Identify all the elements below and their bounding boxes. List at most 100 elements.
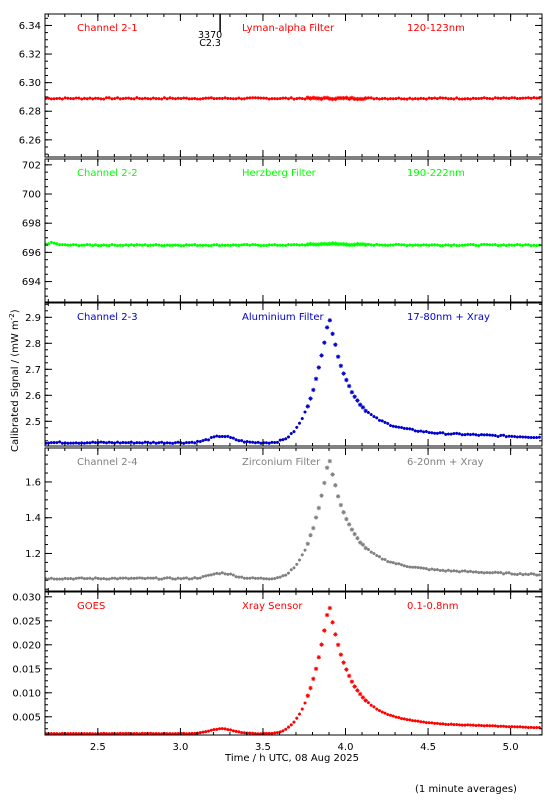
data-point: [372, 705, 376, 709]
data-point: [360, 96, 366, 102]
data-point: [375, 416, 379, 420]
data-point: [391, 424, 395, 428]
data-point: [187, 243, 191, 247]
data-point: [346, 383, 352, 389]
data-point: [413, 429, 417, 433]
data-point: [383, 96, 387, 100]
data-point: [146, 576, 150, 580]
data-point: [322, 628, 327, 633]
data-point: [91, 577, 95, 581]
data-point: [179, 731, 183, 735]
data-point: [259, 244, 263, 248]
data-point: [327, 605, 333, 611]
data-point: [535, 573, 539, 577]
data-point: [124, 441, 128, 445]
data-point: [215, 434, 219, 438]
data-point: [47, 441, 51, 445]
data-point: [45, 577, 48, 581]
data-point: [424, 429, 428, 433]
data-point: [107, 440, 111, 444]
data-point: [190, 577, 194, 581]
data-point: [154, 243, 158, 247]
data-point: [209, 573, 213, 577]
data-point: [93, 732, 97, 735]
data-point: [82, 732, 86, 735]
data-point: [515, 725, 519, 729]
data-point: [209, 244, 213, 248]
panel-channel-label: Channel 2-1: [77, 23, 138, 34]
data-point: [468, 723, 472, 727]
data-point: [319, 493, 324, 498]
data-point: [140, 731, 144, 735]
data-point: [405, 97, 409, 101]
x-tick-label: 2.5: [90, 742, 106, 753]
data-point: [513, 243, 517, 247]
data-point: [341, 95, 346, 101]
data-point: [286, 435, 290, 439]
data-point: [165, 576, 169, 580]
data-point: [430, 721, 434, 725]
data-point: [284, 96, 288, 100]
y-tick-label: 0.030: [12, 592, 41, 603]
data-point: [496, 724, 500, 728]
data-point: [204, 730, 208, 734]
data-point: [349, 242, 355, 248]
data-point: [146, 440, 150, 444]
data-point: [513, 435, 517, 439]
data-point: [218, 96, 222, 100]
data-point: [532, 572, 536, 576]
data-point: [99, 243, 103, 247]
data-point: [165, 97, 169, 101]
data-point: [335, 642, 341, 648]
data-point: [149, 576, 153, 580]
series-5: [45, 605, 541, 735]
data-point: [165, 441, 169, 445]
data-point: [234, 97, 238, 101]
data-point: [60, 97, 64, 101]
data-point: [160, 97, 164, 101]
data-point: [229, 243, 233, 247]
data-point: [496, 96, 500, 100]
data-point: [452, 243, 456, 247]
data-point: [262, 731, 266, 735]
data-point: [60, 731, 64, 735]
data-point: [338, 241, 344, 247]
data-point: [468, 433, 472, 437]
data-point: [433, 243, 437, 247]
data-point: [496, 571, 500, 575]
data-point: [121, 576, 125, 580]
data-point: [173, 97, 177, 101]
panels-group: 6.26 6.28 6.30 6.32 6.34 Channel 2-1 Lyman-alp…: [12, 13, 543, 736]
data-point: [242, 576, 246, 580]
data-point: [292, 720, 296, 724]
data-point: [491, 433, 495, 437]
data-point: [455, 243, 459, 247]
data-point: [201, 574, 205, 579]
data-point: [116, 732, 120, 735]
data-point: [127, 243, 131, 247]
data-point: [124, 731, 128, 735]
data-point: [341, 660, 346, 665]
data-point: [322, 95, 327, 101]
data-point: [245, 576, 249, 580]
data-point: [327, 318, 333, 323]
data-point: [88, 731, 92, 735]
panel-4: 1.2 1.4 1.6 Channel 2-4 Zirconium Filter 6-20…: [25, 447, 543, 592]
data-point: [532, 243, 536, 247]
data-point: [515, 242, 519, 246]
data-point: [298, 96, 302, 100]
data-point: [63, 96, 67, 100]
data-point: [363, 96, 368, 101]
data-point: [270, 577, 274, 581]
data-point: [408, 718, 412, 722]
y-axis-title-text: Calibrated Signal / (mW m: [10, 320, 21, 452]
data-point: [405, 243, 409, 247]
data-point: [394, 425, 398, 429]
data-point: [319, 96, 324, 102]
data-point: [444, 243, 448, 247]
data-point: [209, 96, 213, 100]
data-point: [435, 568, 439, 572]
data-point: [80, 441, 84, 445]
data-point: [433, 96, 437, 100]
